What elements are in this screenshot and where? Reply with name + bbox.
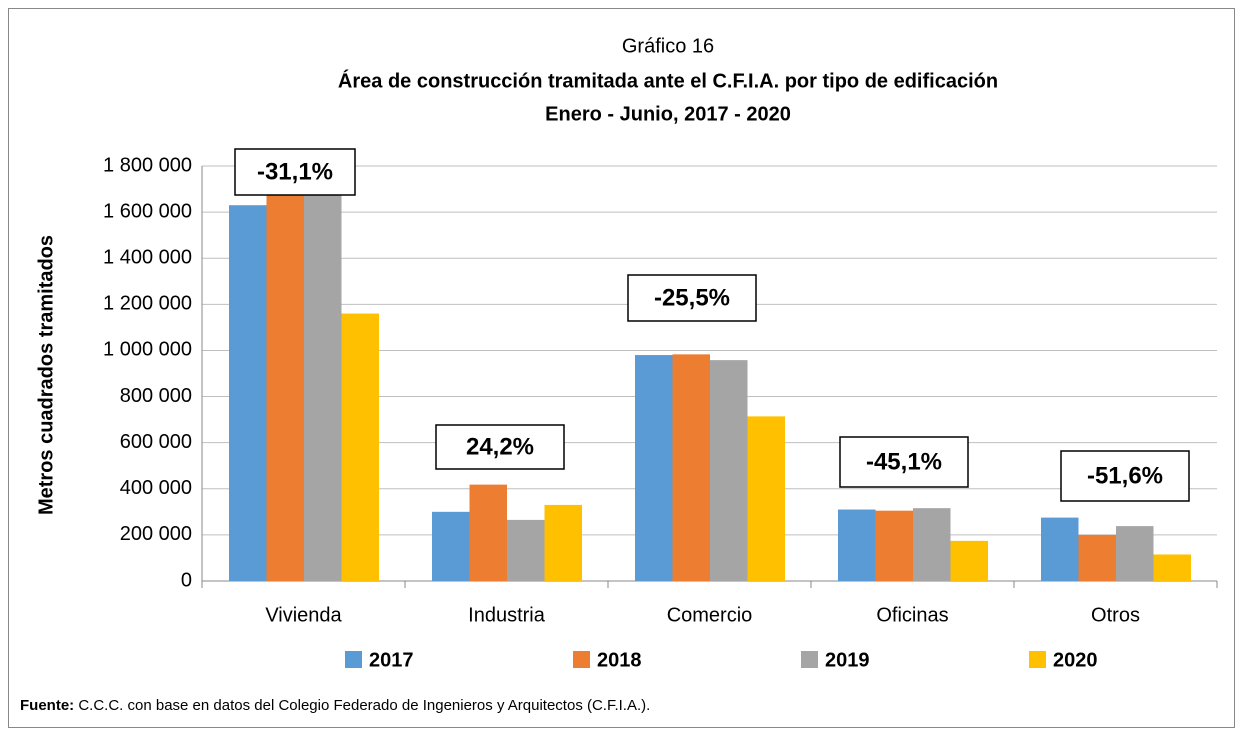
legend-label: 2017 xyxy=(369,649,414,671)
annotation-box xyxy=(839,436,969,488)
bar xyxy=(913,508,951,581)
y-tick-label: 600 000 xyxy=(120,431,192,453)
source-label: Fuente: xyxy=(20,697,74,714)
x-tick-label: Oficinas xyxy=(876,604,948,626)
y-tick-label: 400 000 xyxy=(120,477,192,499)
chart-subtitle: Enero - Junio, 2017 - 2020 xyxy=(545,103,791,125)
bar xyxy=(747,416,785,581)
y-axis-title: Metros cuadrados tramitados xyxy=(35,235,57,515)
x-tick-label: Comercio xyxy=(667,604,753,626)
annotation: -31,1% xyxy=(257,158,333,185)
annotation: -45,1% xyxy=(866,448,942,475)
chart-subtitle: Área de construcción tramitada ante el C… xyxy=(338,69,998,92)
y-tick-label: 1 800 000 xyxy=(103,154,192,176)
bar xyxy=(1116,526,1154,581)
annotation: -25,5% xyxy=(654,284,730,311)
annotation: -51,6% xyxy=(1087,462,1163,489)
legend-swatch xyxy=(345,651,362,668)
chart-frame xyxy=(8,8,1235,728)
source-text: C.C.C. con base en datos del Colegio Fed… xyxy=(78,697,650,714)
bar xyxy=(950,540,988,581)
chart-title: Gráfico 16 xyxy=(622,35,714,57)
y-tick-label: 200 000 xyxy=(120,523,192,545)
legend-label: 2019 xyxy=(825,649,870,671)
annotation-box xyxy=(234,148,356,196)
y-tick-label: 1 600 000 xyxy=(103,200,192,222)
bar xyxy=(710,360,748,581)
bar xyxy=(507,519,545,581)
bar xyxy=(266,194,304,582)
bar xyxy=(838,509,876,581)
bar xyxy=(875,510,913,581)
legend-swatch xyxy=(801,651,818,668)
y-tick-label: 1 200 000 xyxy=(103,293,192,315)
bar xyxy=(544,504,582,581)
legend-swatch xyxy=(1029,651,1046,668)
x-tick-label: Industria xyxy=(468,604,546,626)
legend-swatch xyxy=(573,651,590,668)
y-tick-label: 1 400 000 xyxy=(103,247,192,269)
bar xyxy=(1078,534,1116,581)
legend-label: 2020 xyxy=(1053,649,1098,671)
x-tick-label: Otros xyxy=(1091,604,1140,626)
annotation-box xyxy=(1060,450,1190,502)
legend-label: 2018 xyxy=(597,649,642,671)
x-tick-label: Vivienda xyxy=(265,604,342,626)
bar xyxy=(341,313,379,581)
y-tick-label: 1 000 000 xyxy=(103,339,192,361)
y-tick-label: 0 xyxy=(181,569,192,591)
bar xyxy=(1041,517,1079,581)
annotation-box xyxy=(627,274,757,322)
y-tick-label: 800 000 xyxy=(120,385,192,407)
annotation-box xyxy=(435,424,565,470)
bar xyxy=(672,354,710,581)
bar xyxy=(469,484,507,581)
bar xyxy=(229,205,267,581)
bar xyxy=(1153,554,1191,581)
bar xyxy=(304,192,342,581)
annotation: 24,2% xyxy=(466,433,534,460)
bar xyxy=(635,355,673,581)
bar xyxy=(432,511,470,581)
source: Fuente: C.C.C. con base en datos del Col… xyxy=(20,697,650,714)
